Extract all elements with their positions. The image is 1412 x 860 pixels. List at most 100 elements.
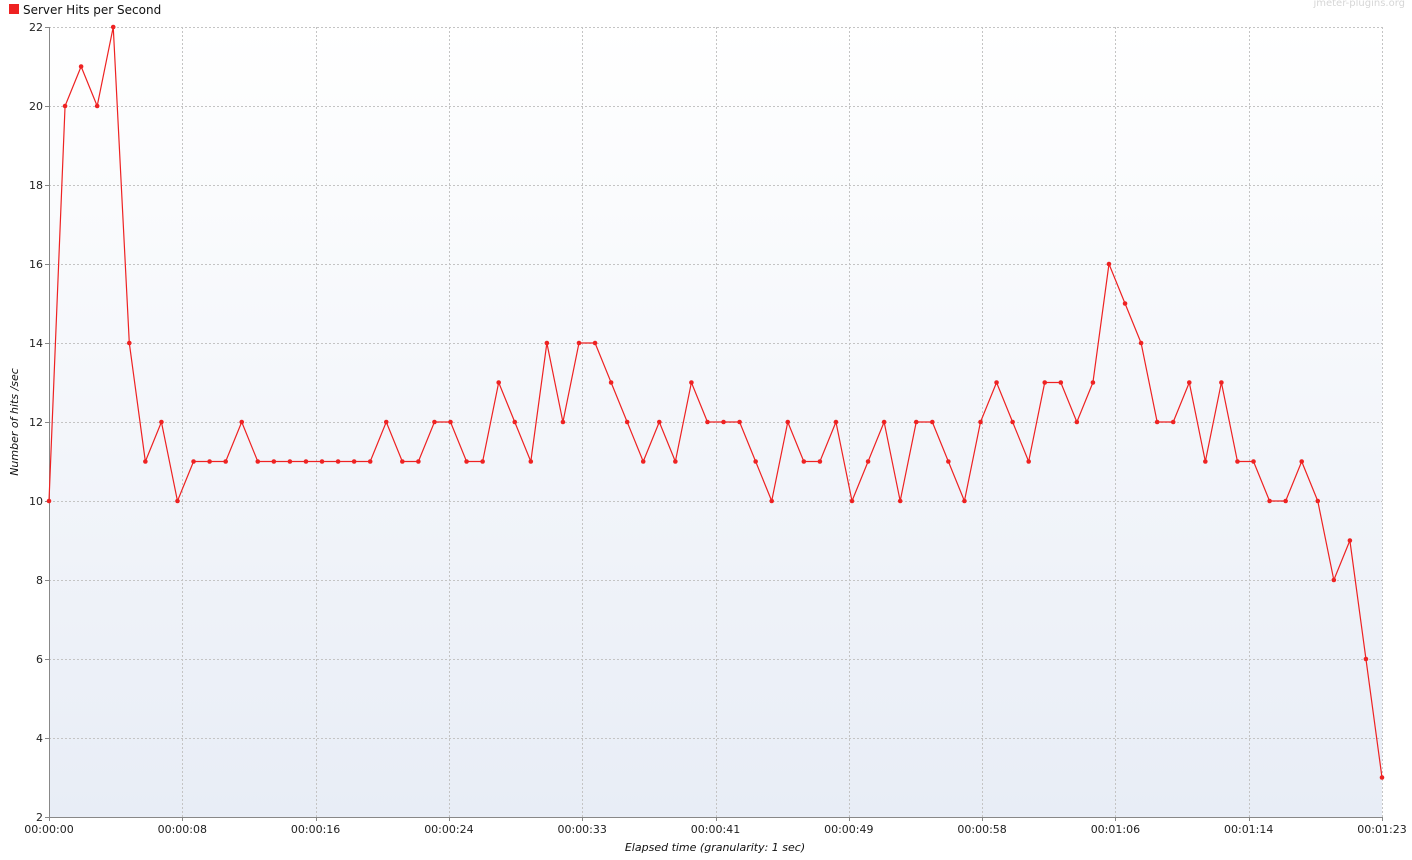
data-point: [175, 498, 180, 504]
data-point: [94, 103, 100, 109]
data-point: [1026, 459, 1031, 464]
data-point: [1251, 459, 1256, 464]
data-point: [1042, 380, 1048, 385]
data-point: [528, 459, 534, 464]
data-point: [303, 459, 309, 464]
data-point: [978, 419, 983, 425]
watermark-text: jmeter-plugins.org: [1312, 0, 1405, 9]
data-point: [817, 459, 823, 464]
data-point: [673, 459, 678, 464]
data-point: [946, 459, 951, 464]
x-tick-label: 00:00:24: [424, 823, 473, 836]
y-tick-label: 10: [29, 495, 43, 508]
y-tick-label: 18: [29, 179, 43, 192]
data-point: [464, 459, 469, 464]
data-point: [191, 459, 196, 464]
data-point: [416, 459, 421, 464]
data-point: [1010, 419, 1015, 425]
x-tick-label: 00:00:08: [158, 823, 207, 836]
y-tick-label: 20: [29, 100, 43, 113]
data-point: [271, 459, 277, 464]
axes: [45, 27, 1383, 821]
data-point: [1299, 459, 1304, 464]
data-point: [448, 419, 453, 425]
data-point: [1170, 419, 1176, 425]
data-point: [255, 459, 261, 464]
y-tick-label: 4: [36, 732, 43, 745]
data-point: [62, 103, 68, 109]
data-point: [833, 419, 839, 425]
data-point: [897, 498, 903, 504]
data-point: [1090, 380, 1096, 385]
data-point: [239, 419, 245, 425]
data-point: [1267, 498, 1272, 504]
data-point: [46, 498, 52, 504]
data-point: [849, 498, 855, 504]
data-point: [110, 24, 116, 30]
data-point: [78, 64, 84, 69]
data-point: [769, 498, 775, 504]
data-point: [962, 498, 967, 504]
data-point: [367, 459, 373, 464]
data-point: [640, 459, 646, 464]
data-point: [400, 459, 405, 464]
data-point: [319, 459, 325, 464]
data-point: [785, 419, 791, 425]
data-point: [1347, 538, 1353, 543]
data-point: [143, 459, 148, 464]
data-point: [1315, 498, 1321, 504]
data-point: [496, 380, 501, 385]
x-tick-label: 00:01:23: [1357, 823, 1406, 836]
data-point: [1122, 301, 1128, 306]
x-tick-label: 00:01:06: [1091, 823, 1140, 836]
series-line: [48, 26, 1383, 778]
data-point: [1106, 261, 1112, 267]
x-tick-label: 00:00:00: [24, 823, 73, 836]
data-point: [1138, 340, 1144, 346]
data-point: [351, 459, 357, 464]
data-point: [127, 340, 132, 346]
data-point: [383, 419, 389, 425]
data-point: [705, 419, 710, 425]
y-tick-label: 8: [36, 574, 43, 587]
data-point: [881, 419, 887, 425]
y-tick-label: 12: [29, 416, 43, 429]
y-tick-label: 14: [29, 337, 43, 350]
x-tick-label: 00:00:33: [557, 823, 606, 836]
data-point: [1219, 380, 1224, 385]
legend-label: Server Hits per Second: [23, 3, 161, 17]
data-point: [544, 340, 550, 346]
data-point: [1331, 577, 1337, 583]
series-layer: [46, 24, 1385, 780]
data-point: [737, 419, 742, 425]
legend-swatch: [9, 4, 19, 14]
y-tick-label: 16: [29, 258, 43, 271]
data-point: [592, 340, 598, 346]
data-point: [1379, 775, 1385, 780]
data-point: [1186, 380, 1192, 385]
data-point: [207, 459, 212, 464]
x-tick-label: 00:00:16: [291, 823, 340, 836]
data-point: [576, 340, 582, 346]
data-point: [994, 380, 999, 385]
data-point: [1154, 419, 1160, 425]
data-point: [930, 419, 935, 425]
y-tick-label: 2: [36, 811, 43, 824]
data-point: [512, 419, 518, 425]
data-point: [865, 459, 871, 464]
y-tick-label: 22: [29, 21, 43, 34]
data-point: [1058, 380, 1064, 385]
data-point: [1283, 498, 1288, 504]
data-point: [689, 380, 694, 385]
data-point: [335, 459, 341, 464]
data-point: [801, 459, 807, 464]
x-axis-title: Elapsed time (granularity: 1 sec): [625, 841, 805, 854]
y-tick-labels: 2 4 6 8 10 12 14 16 18 20 22: [29, 21, 43, 824]
data-point: [721, 419, 726, 425]
data-point: [223, 459, 228, 464]
x-tick-label: 00:00:49: [824, 823, 873, 836]
data-point: [432, 419, 437, 425]
data-point: [480, 459, 485, 464]
